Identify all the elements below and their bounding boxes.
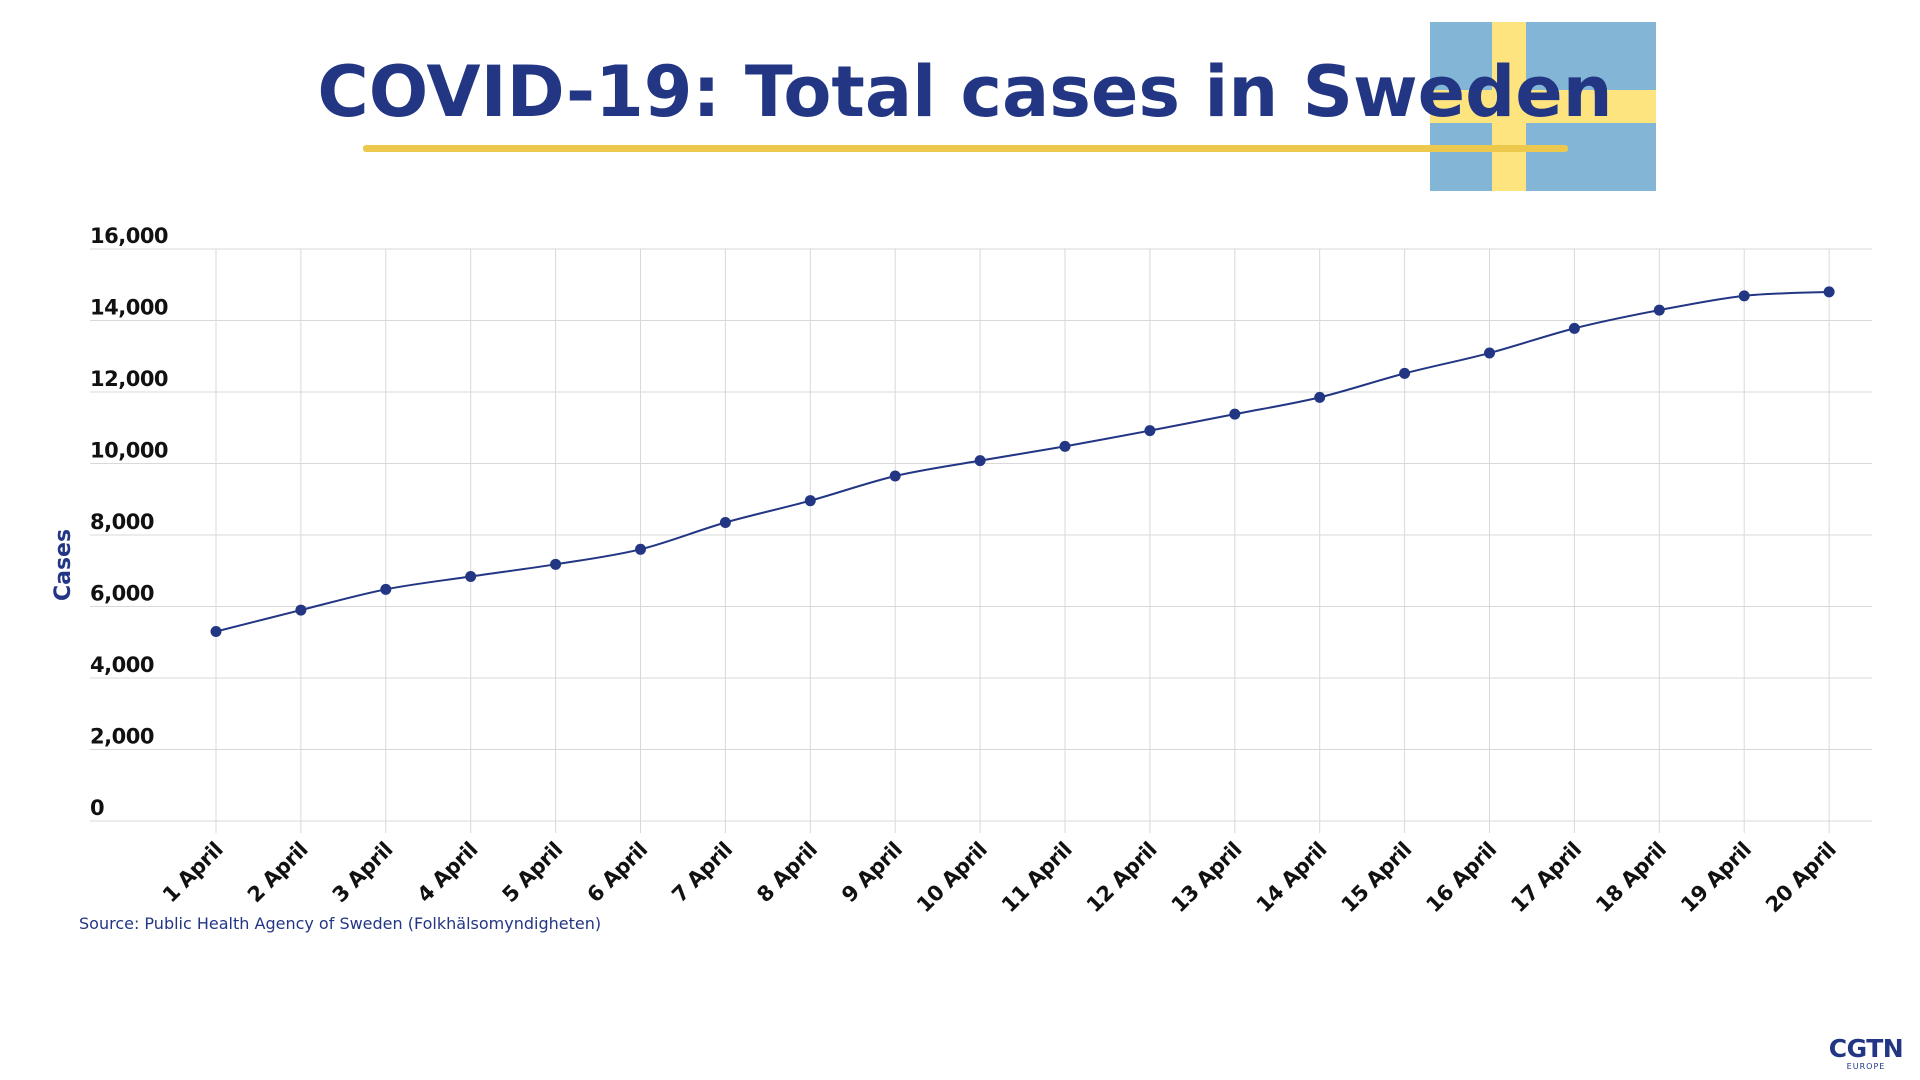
x-tick-label: 5 April [498, 838, 568, 908]
logo-main-text: CGTN [1828, 1034, 1904, 1063]
y-tick-label: 16,000 [90, 224, 168, 248]
x-tick-label: 8 April [752, 838, 822, 908]
data-point [1314, 391, 1326, 403]
cgtn-europe-logo: CGTN EUROPE [1826, 1034, 1906, 1072]
x-tick-label: 19 April [1676, 838, 1756, 918]
grid-lines [90, 248, 1872, 833]
data-point [1823, 286, 1835, 298]
x-tick-label: 15 April [1337, 838, 1417, 918]
data-point [719, 516, 731, 528]
x-tick-label: 10 April [912, 838, 992, 918]
data-point [1653, 304, 1665, 316]
data-point [635, 543, 646, 555]
y-tick-label: 2,000 [90, 725, 154, 749]
series-cases [210, 286, 1835, 638]
data-point [1059, 440, 1071, 452]
x-tick-label: 16 April [1421, 838, 1501, 918]
x-tick-label: 14 April [1252, 838, 1332, 918]
x-tick-label: 4 April [413, 838, 483, 908]
x-tick-label: 12 April [1082, 838, 1162, 918]
data-point [295, 604, 307, 616]
data-point [1484, 347, 1495, 359]
x-tick-label: 17 April [1506, 838, 1586, 918]
y-tick-label: 10,000 [90, 439, 168, 463]
y-tick-label: 12,000 [90, 367, 168, 391]
x-tick-label: 9 April [837, 838, 907, 908]
source-note: Source: Public Health Agency of Sweden (… [79, 914, 602, 933]
y-axis-title: Cases [51, 529, 76, 601]
x-tick-label: 2 April [243, 838, 313, 908]
data-point [1399, 367, 1411, 379]
data-point [804, 495, 816, 507]
x-tick-label: 3 April [328, 838, 398, 908]
data-point [380, 583, 392, 595]
data-point [974, 455, 986, 467]
series-line [215, 290, 1830, 633]
data-point [550, 558, 562, 570]
flag-horizontal-cross [1430, 90, 1656, 123]
sweden-flag [1430, 22, 1656, 191]
y-tick-label: 6,000 [90, 582, 154, 606]
x-tick-label: 6 April [582, 838, 652, 908]
data-point [465, 570, 477, 582]
chart-title: COVID-19: Total cases in Sweden [317, 51, 1613, 133]
data-point [210, 626, 222, 638]
data-point [1568, 322, 1580, 334]
logo-sub-text: EUROPE [1846, 1062, 1886, 1071]
y-tick-label: 14,000 [90, 296, 168, 320]
x-tick-label: 7 April [667, 838, 737, 908]
data-point [1738, 290, 1750, 302]
y-tick-label: 4,000 [90, 653, 154, 677]
data-point [1229, 408, 1241, 420]
data-point [889, 470, 901, 482]
data-point [1144, 425, 1156, 437]
y-tick-label: 8,000 [90, 510, 154, 534]
title-underline [363, 145, 1568, 152]
x-tick-label: 11 April [997, 838, 1077, 918]
y-tick-label: 0 [90, 796, 104, 820]
x-tick-label: 1 April [158, 838, 228, 908]
x-tick-label: 20 April [1761, 838, 1841, 918]
x-tick-label: 18 April [1591, 838, 1671, 918]
x-tick-label: 13 April [1167, 838, 1247, 918]
